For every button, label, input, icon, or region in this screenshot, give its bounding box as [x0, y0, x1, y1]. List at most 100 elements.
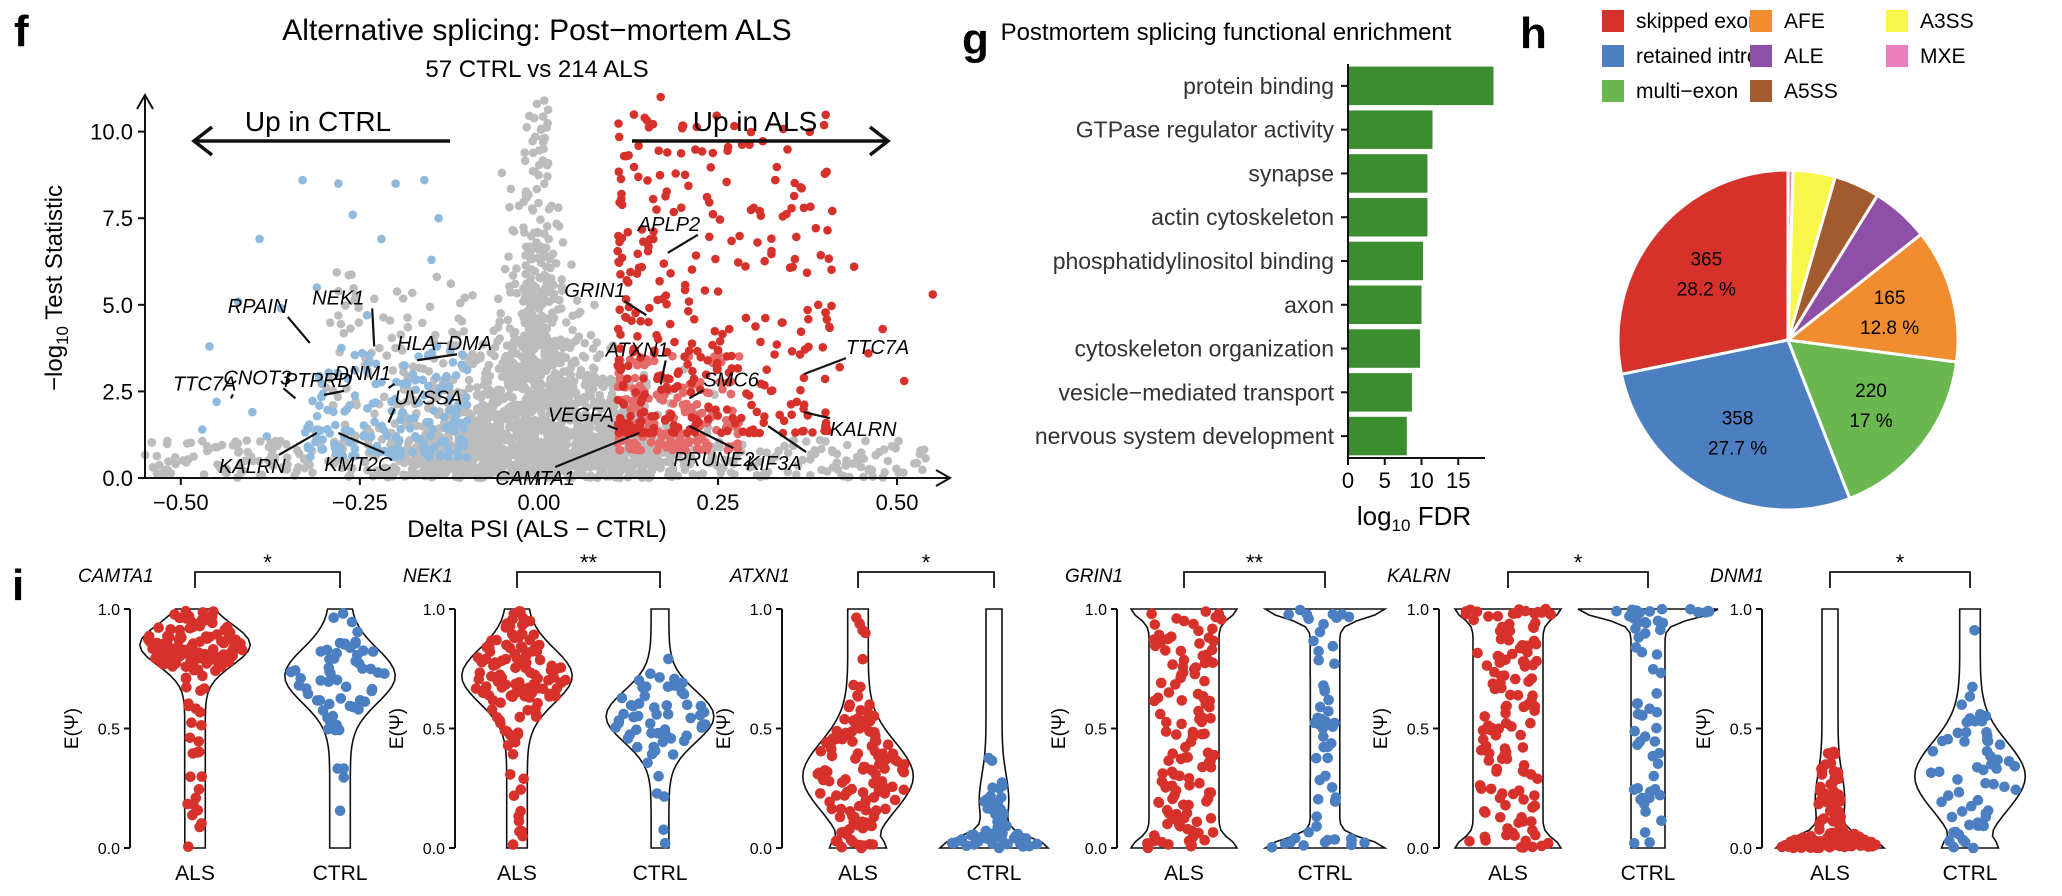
volcano-ylabel: −log10 Test Statistic [41, 185, 72, 391]
volcano-point [257, 470, 267, 480]
volcano-point [348, 451, 357, 461]
volcano-point [550, 349, 560, 359]
volcano-point [439, 359, 448, 368]
violin-point [632, 741, 643, 753]
volcano-point [738, 427, 748, 437]
volcano-y-tick-label: 0.0 [102, 466, 133, 491]
volcano-point [399, 367, 408, 377]
violin-point [1197, 650, 1209, 662]
volcano-point [493, 294, 503, 304]
volcano-point [711, 460, 721, 470]
volcano-point [339, 329, 349, 338]
violin-point [1146, 608, 1157, 620]
violin-point [534, 639, 545, 651]
volcano-point [571, 336, 580, 346]
volcano-point [775, 410, 784, 420]
volcano-point [557, 304, 566, 313]
volcano-point [558, 426, 568, 435]
volcano-point [820, 374, 830, 384]
volcano-point [503, 315, 513, 325]
violin-point [1510, 673, 1521, 685]
volcano-point [588, 385, 598, 394]
volcano-point [507, 466, 516, 475]
pie-percent-label: 27.7 % [1708, 439, 1767, 460]
violin-point [314, 695, 326, 706]
volcano-point [379, 392, 389, 402]
gene-label: VEGFA [548, 405, 614, 427]
volcano-point [402, 456, 412, 465]
volcano-point [267, 451, 277, 460]
violin-point [1031, 838, 1043, 850]
gene-label: NEK1 [312, 287, 364, 309]
violin-point [1163, 687, 1175, 698]
violin-point [659, 837, 671, 849]
volcano-point [614, 119, 623, 128]
violin-point [1506, 721, 1517, 732]
violin-point [196, 720, 207, 731]
violin-point [1495, 633, 1507, 645]
volcano-point [554, 221, 564, 231]
volcano-point [530, 417, 540, 426]
volcano-point [693, 346, 702, 356]
volcano-point [666, 269, 675, 278]
volcano-point [329, 407, 338, 417]
violin-point [658, 791, 670, 802]
volcano-point [723, 445, 733, 455]
violin-point [180, 672, 192, 684]
volcano-subtitle: 57 CTRL vs 214 ALS [425, 56, 648, 83]
volcano-point [407, 464, 417, 474]
volcano-point [682, 399, 691, 409]
violin-y-tick-label: 1.0 [1407, 602, 1429, 619]
violin-point [1507, 608, 1519, 619]
violin-point [1167, 793, 1178, 805]
volcano-point [669, 207, 678, 217]
violin-point [505, 769, 516, 780]
volcano-point [796, 385, 805, 395]
significance-marker: ** [1246, 550, 1264, 575]
violin-y-tick-label: 0.5 [1085, 722, 1107, 739]
volcano-point [462, 365, 472, 375]
volcano-point [760, 412, 769, 421]
volcano-point [626, 267, 635, 277]
volcano-point [461, 393, 471, 402]
violin-point [1327, 640, 1339, 652]
violin-point [1199, 675, 1210, 687]
volcano-point [623, 227, 633, 237]
volcano-point [528, 136, 537, 146]
violin-point [1518, 760, 1530, 771]
volcano-point [538, 289, 547, 298]
volcano-point [701, 370, 711, 379]
violin-group-label: ALS [497, 862, 537, 885]
volcano-point [332, 268, 342, 277]
volcano-point [360, 457, 370, 467]
volcano-point [331, 449, 341, 459]
volcano-point [680, 280, 690, 290]
volcano-point [715, 443, 724, 452]
violin-point [332, 763, 344, 774]
volcano-point [476, 413, 486, 423]
volcano-point [553, 341, 563, 350]
volcano-point [521, 261, 530, 270]
volcano-point [647, 456, 656, 466]
violin-point [848, 679, 859, 691]
enrichment-xlabel-main: log [1357, 501, 1392, 531]
volcano-point [805, 127, 815, 137]
violin-point [1289, 832, 1301, 844]
volcano-point [623, 374, 632, 384]
violin-point [1155, 677, 1167, 689]
violin-point [185, 655, 196, 667]
violin-point [1651, 706, 1663, 718]
violin-point [340, 681, 352, 693]
violin-point [352, 626, 363, 638]
volcano-point [508, 271, 518, 280]
volcano-point [810, 449, 820, 459]
volcano-point [203, 445, 213, 455]
volcano-point [636, 316, 645, 326]
volcano-point [789, 191, 799, 201]
volcano-point [542, 466, 551, 476]
volcano-point [547, 288, 557, 298]
violin-point [1343, 611, 1355, 623]
violin-point [1814, 824, 1825, 835]
volcano-point [683, 360, 692, 369]
violin-point [510, 678, 521, 690]
